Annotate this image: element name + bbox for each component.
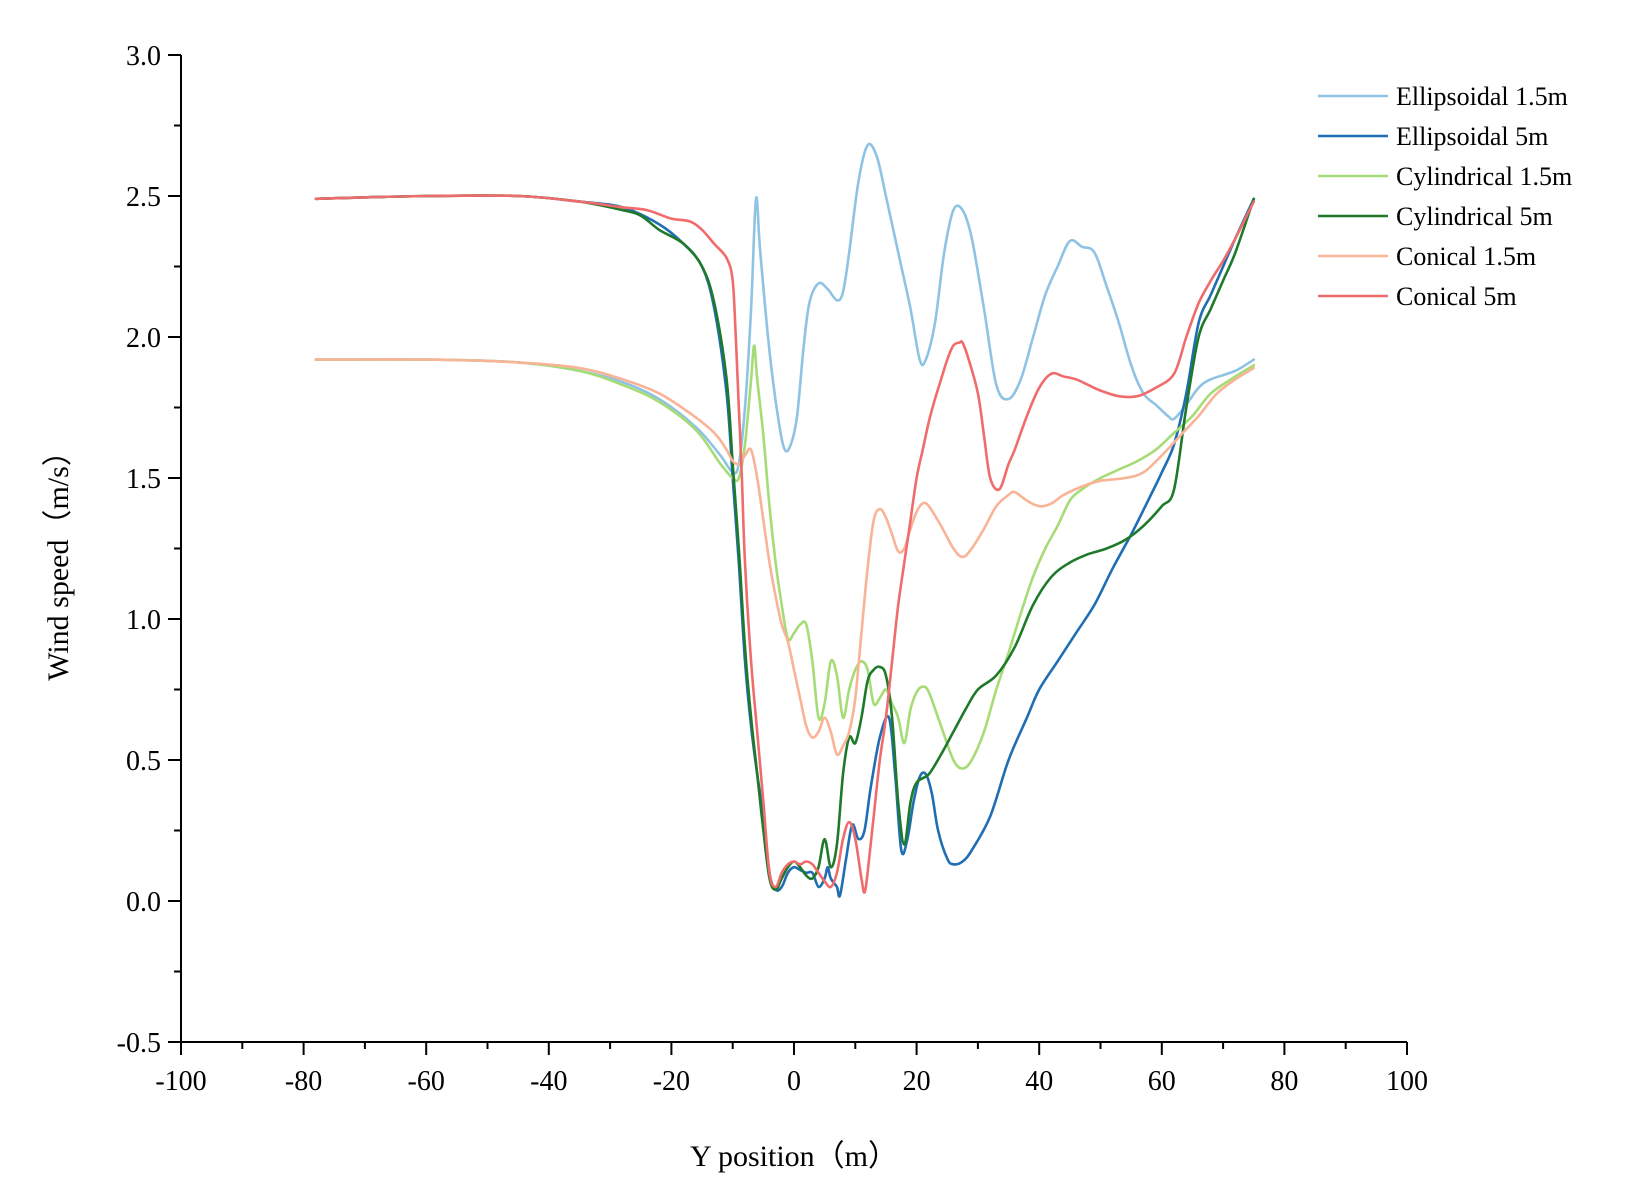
series-line-conical-5m <box>314 194 1256 894</box>
y-tick-label: -0.5 <box>117 1028 161 1059</box>
series-lines <box>314 142 1256 898</box>
y-tick-label: 0.0 <box>126 887 161 918</box>
y-tick-label: 0.5 <box>126 746 161 777</box>
x-tick-label: 100 <box>1386 1066 1428 1097</box>
x-tick-label: 80 <box>1270 1066 1298 1097</box>
y-tick-label: 2.5 <box>126 182 161 213</box>
y-tick-label: 1.5 <box>126 464 161 495</box>
x-tick-label: 0 <box>787 1066 801 1097</box>
x-tick-label: 40 <box>1025 1066 1053 1097</box>
x-tick-label: -40 <box>530 1066 567 1097</box>
legend-label: Ellipsoidal 5m <box>1396 122 1548 151</box>
series-line-ellipsoidal-1-5m <box>314 142 1256 475</box>
x-tick-label: -60 <box>408 1066 445 1097</box>
x-tick-label: -80 <box>285 1066 322 1097</box>
legend-label: Ellipsoidal 1.5m <box>1396 82 1568 111</box>
y-tick-label: 1.0 <box>126 605 161 636</box>
series-line-cylindrical-1-5m <box>314 344 1256 770</box>
axes <box>180 55 1407 1043</box>
legend-label: Cylindrical 1.5m <box>1396 162 1572 191</box>
series-line-conical-1-5m <box>314 358 1256 757</box>
y-tick-label: 3.0 <box>126 41 161 72</box>
x-tick-label: 60 <box>1148 1066 1176 1097</box>
x-tick-label: -20 <box>653 1066 690 1097</box>
axis-ticks: -100 -80 -60 -40 -20 0 20 40 60 80 100 -0.5 0.0 0.5 1.… <box>117 41 1428 1097</box>
legend-label: Conical 1.5m <box>1396 242 1536 271</box>
legend-label: Cylindrical 5m <box>1396 202 1553 231</box>
x-axis-title: Y position（m） <box>690 1140 898 1173</box>
series-line-cylindrical-5m <box>314 194 1256 891</box>
legend-label: Conical 5m <box>1396 282 1517 311</box>
x-tick-label: 20 <box>903 1066 931 1097</box>
y-axis-title: Wind speed（m/s） <box>42 436 75 681</box>
y-tick-label: 2.0 <box>126 323 161 354</box>
x-tick-label: -100 <box>155 1066 206 1097</box>
legend: Ellipsoidal 1.5m Ellipsoidal 5m Cylindrica… <box>1318 82 1572 311</box>
